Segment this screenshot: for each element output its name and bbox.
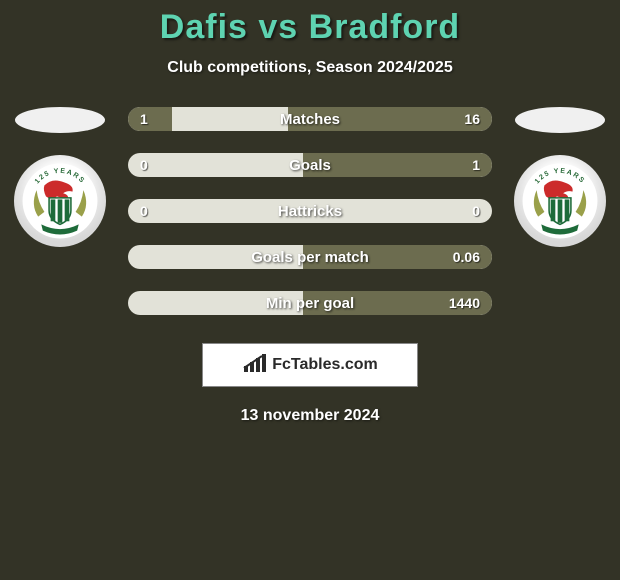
stat-bar: 01Goals bbox=[128, 153, 492, 177]
right-team-crest: 125 YEARS bbox=[514, 155, 606, 247]
stat-label: Min per goal bbox=[128, 295, 492, 312]
stat-label: Goals per match bbox=[128, 249, 492, 266]
stat-bar: 00Hattricks bbox=[128, 199, 492, 223]
footer-date: 13 november 2024 bbox=[0, 407, 620, 425]
stats-column: 116Matches 01Goals 00Hattricks 0.06Goals pe… bbox=[110, 107, 510, 337]
left-flag-placeholder bbox=[15, 107, 105, 133]
crest-svg: 125 YEARS bbox=[21, 162, 99, 240]
right-side-column: 125 YEARS bbox=[510, 107, 610, 247]
brand-text: FcTables.com bbox=[272, 356, 378, 374]
brand-box[interactable]: FcTables.com bbox=[202, 343, 418, 387]
main-row: 125 YEARS 116Matches01Goals00Ha bbox=[0, 107, 620, 337]
stat-bar: 0.06Goals per match bbox=[128, 245, 492, 269]
left-team-crest: 125 YEARS bbox=[14, 155, 106, 247]
page-title: Dafis vs Bradford bbox=[0, 0, 620, 47]
subtitle: Club competitions, Season 2024/2025 bbox=[0, 59, 620, 77]
stat-bar: 116Matches bbox=[128, 107, 492, 131]
crest-svg: 125 YEARS bbox=[521, 162, 599, 240]
stat-label: Goals bbox=[128, 157, 492, 174]
brand-bars-icon bbox=[242, 352, 268, 379]
comparison-card: Dafis vs Bradford Club competitions, Sea… bbox=[0, 0, 620, 425]
stat-bar: 1440Min per goal bbox=[128, 291, 492, 315]
stat-label: Hattricks bbox=[128, 203, 492, 220]
left-side-column: 125 YEARS bbox=[10, 107, 110, 247]
right-flag-placeholder bbox=[515, 107, 605, 133]
stat-label: Matches bbox=[128, 111, 492, 128]
